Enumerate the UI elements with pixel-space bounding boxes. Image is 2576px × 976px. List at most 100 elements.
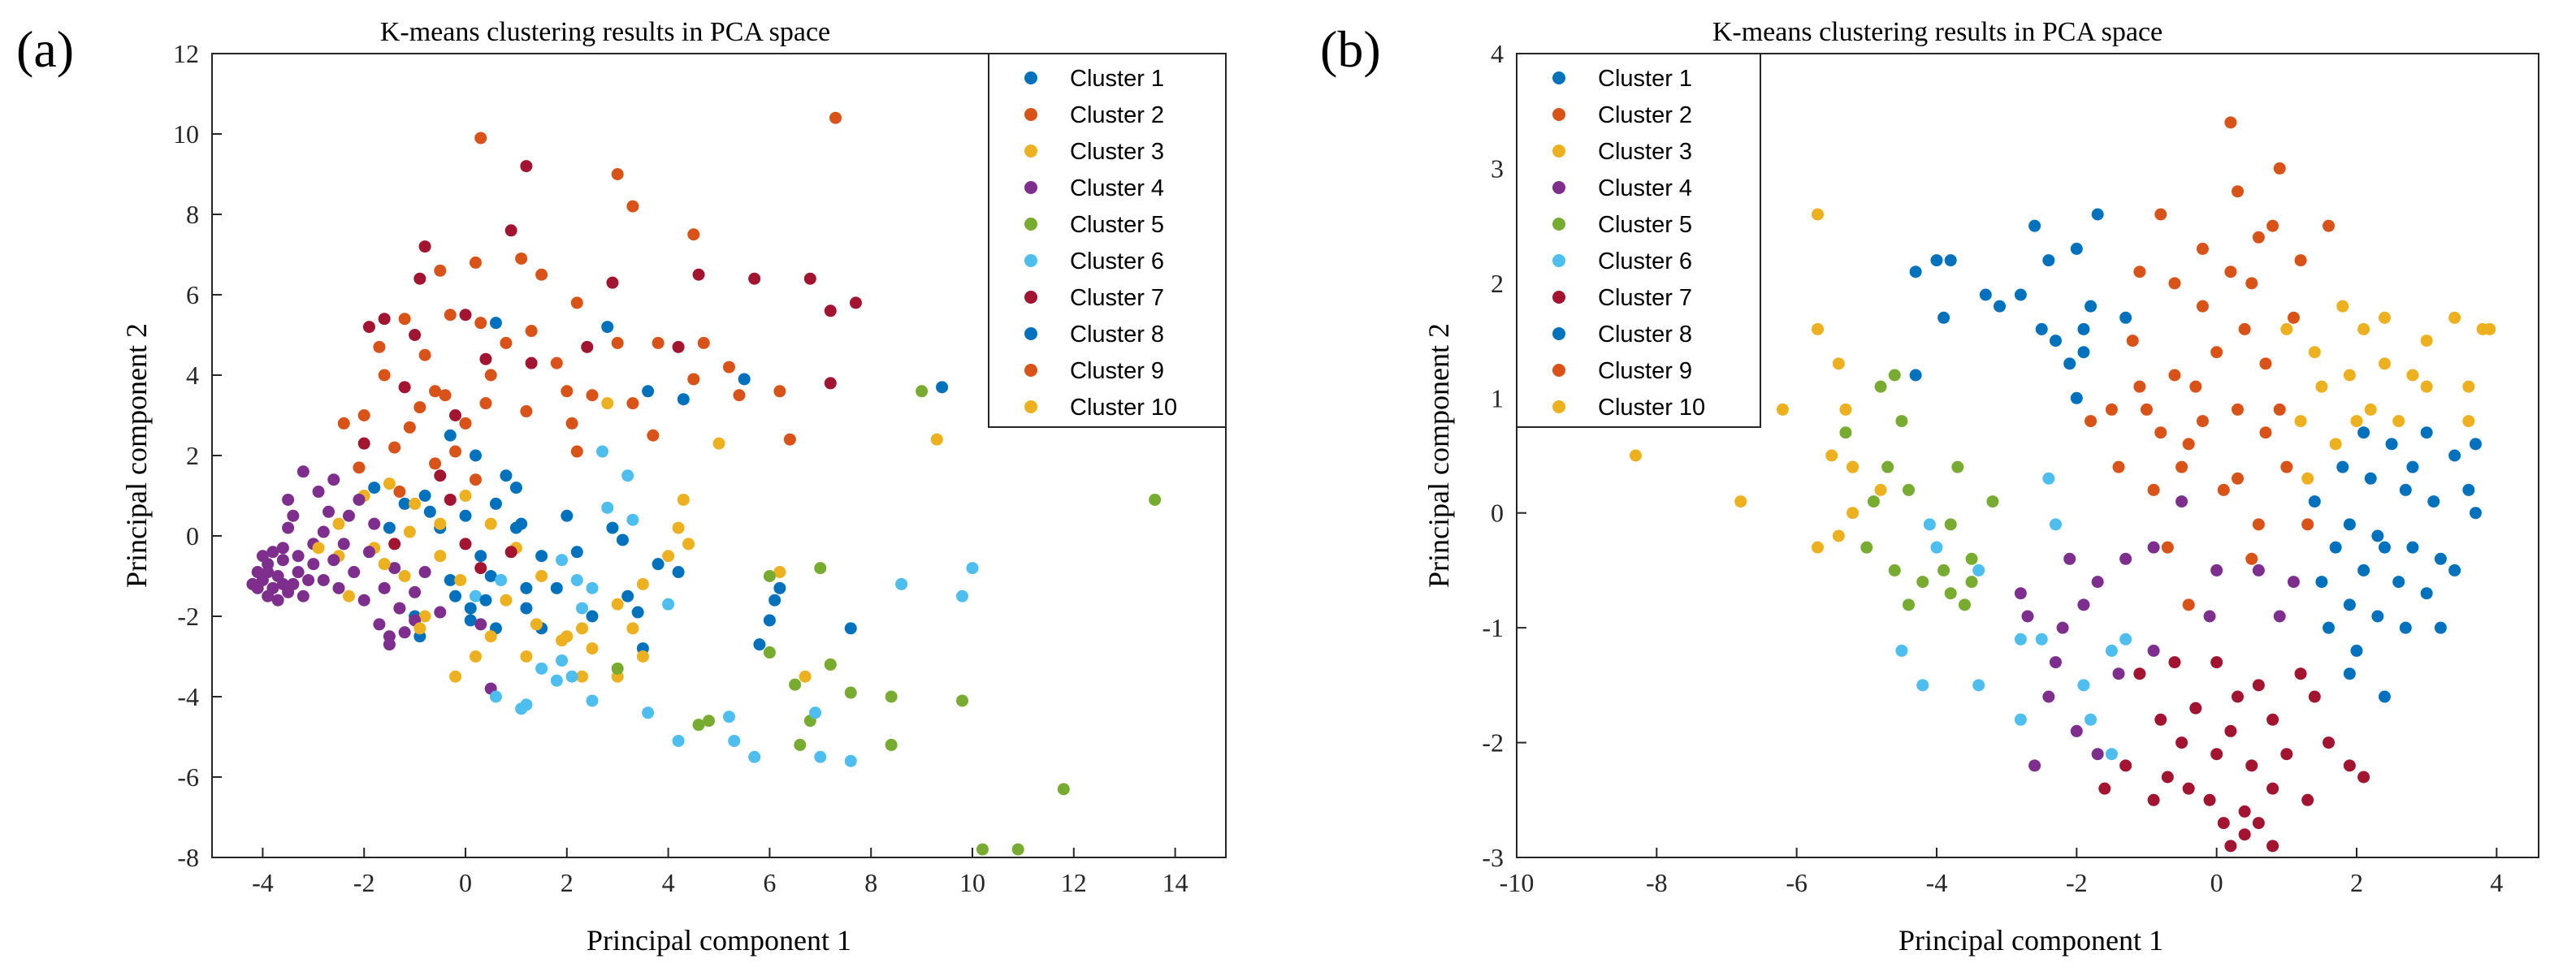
data-point <box>2266 782 2279 795</box>
data-point <box>1846 507 1859 520</box>
data-point <box>307 558 320 571</box>
data-point <box>799 670 812 683</box>
data-point <box>2357 322 2370 335</box>
data-point <box>712 437 725 450</box>
data-point <box>2231 185 2244 198</box>
data-point <box>525 325 538 338</box>
data-point <box>317 573 330 586</box>
legend-marker <box>1024 181 1037 194</box>
data-point <box>378 581 391 594</box>
data-point <box>2252 231 2265 244</box>
data-point <box>2161 771 2174 784</box>
data-point <box>2091 748 2104 761</box>
data-point <box>844 622 857 635</box>
data-point <box>2371 529 2384 542</box>
data-point <box>1909 266 1922 279</box>
legend-marker <box>1024 108 1037 121</box>
data-point <box>733 389 746 402</box>
data-point <box>418 348 431 361</box>
legend-b: Cluster 1 Cluster 2 Cluster 3 Cluster 4 Clus… <box>1516 53 1761 428</box>
data-point <box>2203 793 2216 806</box>
data-point <box>469 473 482 486</box>
legend-marker <box>1552 218 1565 231</box>
data-point <box>2140 403 2153 416</box>
data-point <box>1832 357 1845 370</box>
panel-label-a: (a) <box>16 20 74 78</box>
data-point <box>662 598 675 611</box>
scatter-points-b <box>1629 116 2496 853</box>
data-point <box>348 566 361 579</box>
legend-marker <box>1024 327 1037 340</box>
data-point <box>631 606 644 619</box>
data-point <box>1846 460 1859 473</box>
data-point <box>1825 449 1838 462</box>
data-point <box>2308 690 2321 703</box>
data-point <box>297 589 310 602</box>
data-point <box>342 509 355 522</box>
data-point <box>2224 266 2237 279</box>
legend-marker <box>1552 145 1565 158</box>
data-point <box>449 589 462 602</box>
data-point <box>2434 552 2447 565</box>
data-point <box>373 618 386 631</box>
data-point <box>2392 415 2405 428</box>
data-point <box>824 377 837 390</box>
data-point <box>611 168 624 180</box>
y-tick-label: 0 <box>186 521 199 551</box>
data-point <box>2063 552 2076 565</box>
data-point <box>703 715 716 728</box>
data-point <box>2448 311 2461 324</box>
data-point <box>2301 518 2314 531</box>
data-point <box>814 562 827 575</box>
data-point <box>434 550 447 563</box>
data-point <box>2420 380 2433 393</box>
data-point <box>576 602 589 615</box>
data-point <box>626 200 639 213</box>
data-point <box>2245 277 2258 290</box>
data-point <box>2231 472 2244 485</box>
data-point <box>626 397 639 410</box>
y-tick-label: -8 <box>177 843 199 872</box>
x-tick-label: 6 <box>763 868 776 897</box>
data-point <box>2085 415 2098 428</box>
data-point <box>500 594 513 607</box>
data-point <box>2105 403 2118 416</box>
legend-entry: Cluster 6 <box>1070 248 1164 274</box>
legend-entry: Cluster 8 <box>1598 322 1692 348</box>
data-point <box>434 517 447 530</box>
data-point <box>1937 564 1950 577</box>
data-point <box>2049 656 2062 669</box>
data-point <box>2105 644 2118 657</box>
data-point <box>2224 840 2237 853</box>
data-point <box>2420 587 2433 600</box>
data-point <box>1874 483 1887 496</box>
ylabel-a: Principal component 2 <box>120 323 153 588</box>
data-point <box>581 340 594 353</box>
data-point <box>586 694 599 707</box>
data-point <box>342 589 355 602</box>
data-point <box>2176 736 2189 749</box>
data-point <box>2014 288 2027 301</box>
x-tick-label: 8 <box>864 868 877 897</box>
data-point <box>2231 690 2244 703</box>
data-point <box>1965 552 1978 565</box>
data-point <box>586 610 599 623</box>
data-point <box>525 356 538 369</box>
data-point <box>327 554 340 567</box>
data-point <box>297 465 310 478</box>
data-point <box>509 482 522 494</box>
data-point <box>1944 587 1957 600</box>
legend-entry: Cluster 4 <box>1598 175 1692 201</box>
legend-entry: Cluster 10 <box>1598 395 1705 421</box>
data-point <box>2448 564 2461 577</box>
data-point <box>2287 576 2300 589</box>
data-point <box>464 602 477 615</box>
data-point <box>276 542 289 555</box>
data-point <box>357 437 370 450</box>
data-point <box>789 678 802 691</box>
data-point <box>2406 460 2419 473</box>
data-point <box>1812 322 1825 335</box>
data-point <box>1903 483 1916 496</box>
